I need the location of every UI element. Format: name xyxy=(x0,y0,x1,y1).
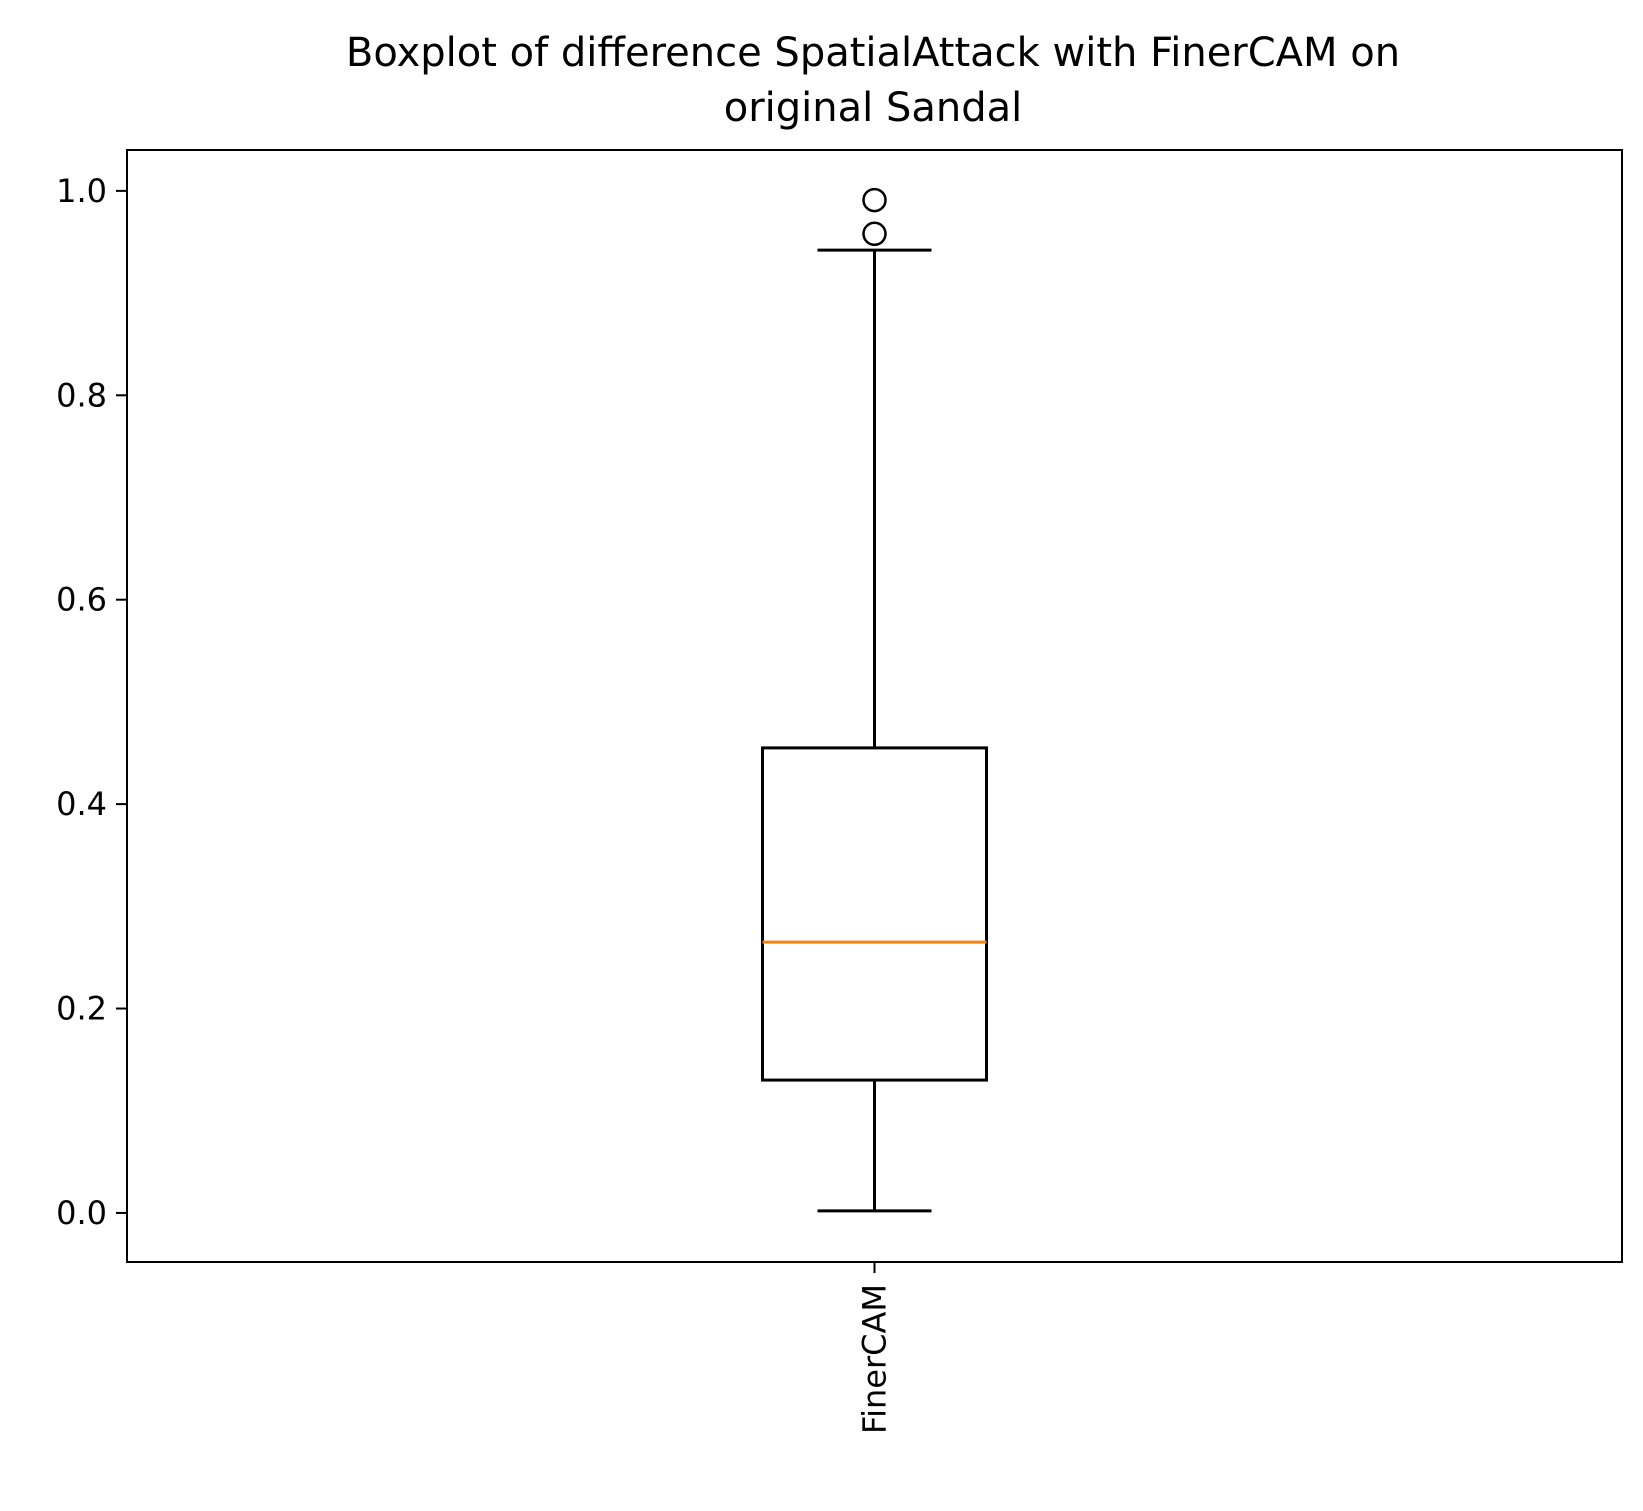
plot-frame xyxy=(126,149,1623,1263)
chart-title-line-1: Boxplot of difference SpatialAttack with… xyxy=(346,30,1400,76)
y-tick-label: 0.4 xyxy=(56,785,107,823)
y-tick-label: 0.8 xyxy=(56,376,107,414)
iqr-box xyxy=(761,746,988,1082)
x-tick-label: FinerCAM xyxy=(856,1284,894,1434)
y-tick-label: 1.0 xyxy=(56,172,107,210)
y-tick-label: 0.6 xyxy=(56,581,107,619)
y-tick-label: 0.0 xyxy=(56,1194,107,1232)
outlier-point xyxy=(862,221,887,247)
y-tick-label: 0.2 xyxy=(56,990,107,1028)
chart-title-line-2: original Sandal xyxy=(724,85,1023,131)
outlier-point xyxy=(862,187,887,213)
